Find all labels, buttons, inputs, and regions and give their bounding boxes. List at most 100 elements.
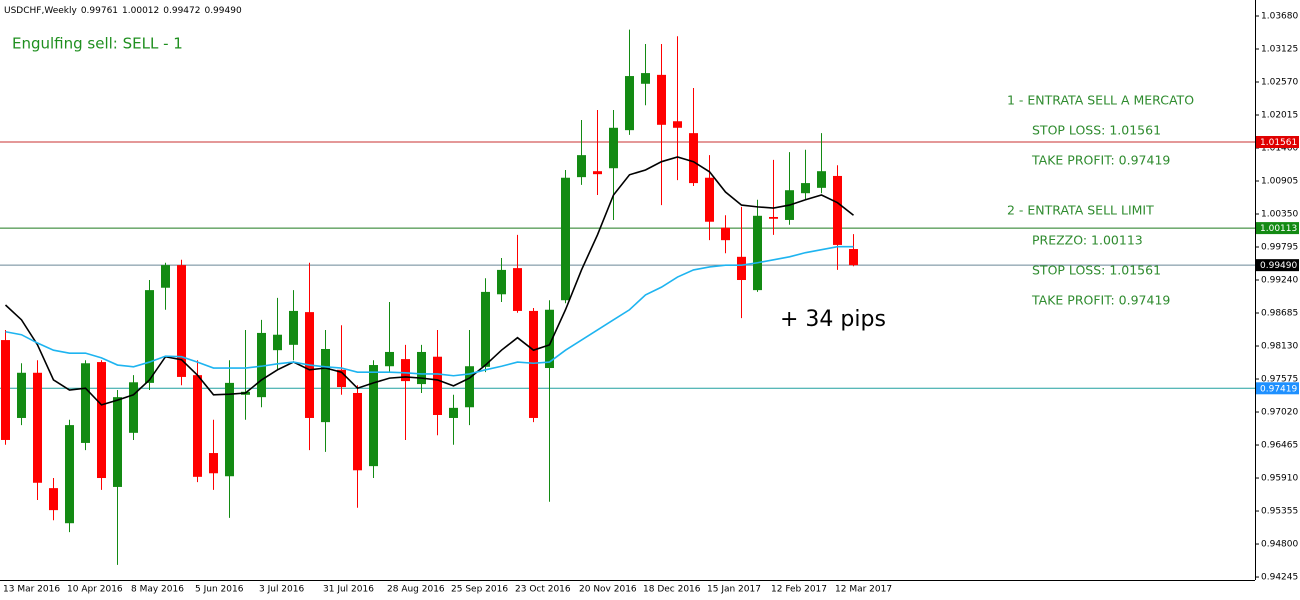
candle-body	[609, 127, 618, 169]
candle-body	[17, 372, 26, 418]
y-tick-label: 0.97575	[1261, 375, 1298, 385]
symbol: USDCHF,Weekly	[4, 6, 77, 16]
candle-body	[177, 265, 186, 377]
y-tick-label: 1.00905	[1261, 177, 1298, 187]
candle-body	[529, 310, 538, 418]
candle-body	[321, 348, 330, 423]
y-tick-label: 0.95355	[1261, 507, 1298, 517]
candle-body	[97, 362, 106, 479]
x-tick-label: 8 May 2016	[131, 585, 184, 595]
candle-body	[673, 121, 682, 128]
y-tick-label: 0.98130	[1261, 342, 1298, 352]
y-tick-label: 1.00350	[1261, 210, 1298, 220]
x-tick-label: 5 Jun 2016	[195, 585, 244, 595]
candle-body	[657, 74, 666, 125]
moving-average	[5, 245, 854, 377]
plan-note: PREZZO: 1.00113	[1032, 233, 1143, 248]
result-note: + 34 pips	[780, 307, 886, 332]
candle-body	[81, 363, 90, 443]
y-tick-label: 0.99795	[1261, 243, 1298, 253]
chart-header: USDCHF,Weekly 0.99761 1.00012 0.99472 0.9949…	[4, 6, 242, 16]
candle-body	[817, 171, 826, 188]
candle-body	[705, 177, 714, 222]
candle-body	[65, 425, 74, 524]
candle-body	[497, 269, 506, 295]
level-label-bg	[1256, 135, 1299, 148]
level-label: 0.97419	[1260, 384, 1297, 394]
candle-body	[193, 375, 202, 477]
moving-average	[4, 156, 854, 406]
y-tick-label: 1.02015	[1261, 111, 1298, 121]
y-tick-label: 0.99240	[1261, 276, 1298, 286]
candle-body	[257, 332, 266, 398]
candle-body	[577, 155, 586, 178]
candle-body	[641, 73, 650, 84]
candle-body	[353, 392, 362, 471]
candle-body	[417, 351, 426, 385]
candle-body	[593, 171, 602, 175]
plan-note: 1 - ENTRATA SELL A MERCATO	[1007, 93, 1194, 108]
x-tick-label: 23 Oct 2016	[515, 585, 571, 595]
x-tick-label: 12 Mar 2017	[835, 585, 892, 595]
candle-body	[113, 397, 122, 487]
y-tick-label: 0.98685	[1261, 309, 1298, 319]
candle-body	[481, 291, 490, 367]
candle-body	[225, 382, 234, 477]
candle-body	[833, 175, 842, 245]
y-tick-label: 0.94800	[1261, 540, 1298, 550]
level-label: 0.99490	[1260, 261, 1297, 271]
plan-note: STOP LOSS: 1.01561	[1032, 263, 1161, 278]
level-label-bg	[1256, 382, 1299, 395]
candle-body	[337, 369, 346, 388]
y-tick-label: 1.03680	[1261, 11, 1298, 21]
plan-note: TAKE PROFIT: 0.97419	[1031, 153, 1170, 168]
candle-body	[401, 359, 410, 382]
y-tick-label: 1.02570	[1261, 77, 1298, 87]
level-label: 1.01561	[1260, 138, 1297, 148]
x-tick-label: 25 Sep 2016	[451, 585, 508, 595]
level-label: 1.00113	[1260, 224, 1297, 234]
x-tick-label: 13 Mar 2016	[3, 585, 60, 595]
candle-body	[385, 351, 394, 367]
candle-body	[145, 290, 154, 383]
ohlc-low: 0.99472	[163, 6, 200, 16]
signal-note: Engulfing sell: SELL - 1	[12, 35, 183, 53]
candle-body	[625, 76, 634, 131]
x-tick-label: 31 Jul 2016	[323, 585, 374, 595]
candle-body	[769, 216, 778, 219]
candle-body	[801, 183, 810, 194]
x-tick-label: 28 Aug 2016	[387, 585, 445, 595]
candle-body	[465, 366, 474, 408]
candle-body	[513, 268, 522, 311]
x-tick-label: 20 Nov 2016	[579, 585, 637, 595]
x-tick-label: 18 Dec 2016	[643, 585, 701, 595]
plan-note: 2 - ENTRATA SELL LIMIT	[1007, 203, 1154, 218]
candle-body	[1, 340, 10, 440]
candle-body	[753, 215, 762, 291]
y-tick-label: 0.95910	[1261, 474, 1298, 484]
candle-body	[369, 365, 378, 467]
candle-body	[545, 309, 554, 369]
ohlc-close: 0.99490	[204, 6, 241, 16]
level-label-bg	[1256, 259, 1299, 272]
level-label-bg	[1256, 222, 1299, 235]
candle-body	[49, 488, 58, 511]
y-tick-label: 0.94245	[1261, 573, 1298, 583]
candle-body	[689, 133, 698, 184]
candle-body	[129, 382, 138, 433]
plan-note: STOP LOSS: 1.01561	[1032, 123, 1161, 138]
candle-body	[289, 310, 298, 345]
candle-body	[161, 265, 170, 288]
candle-body	[561, 177, 570, 301]
x-tick-label: 15 Jan 2017	[707, 585, 761, 595]
y-tick-label: 1.01460	[1261, 144, 1298, 154]
candle-body	[849, 249, 858, 266]
candle-body	[721, 227, 730, 241]
y-tick-label: 0.96465	[1261, 441, 1298, 451]
y-tick-label: 0.97020	[1261, 408, 1298, 418]
plan-note: TAKE PROFIT: 0.97419	[1031, 293, 1170, 308]
candle-body	[737, 256, 746, 281]
